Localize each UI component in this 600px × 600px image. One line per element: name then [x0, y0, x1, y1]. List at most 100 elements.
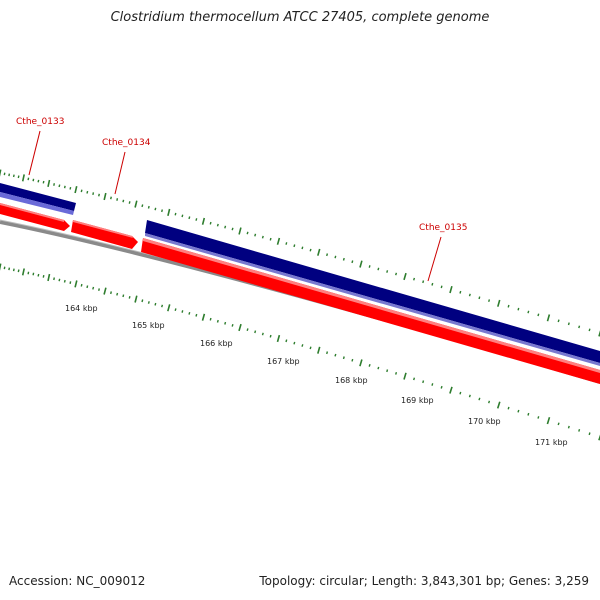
- major-tick-mark: [546, 417, 551, 425]
- major-tick-mark: [167, 208, 171, 216]
- major-tick-mark: [0, 263, 2, 271]
- minor-tick-mark: [216, 319, 219, 323]
- gene-callout-cthe-0134: [114, 151, 126, 195]
- major-tick-mark: [598, 330, 600, 337]
- minor-tick-mark: [181, 214, 184, 218]
- minor-tick-mark: [58, 278, 61, 282]
- minor-tick-mark: [557, 319, 560, 323]
- minor-tick-mark: [269, 237, 272, 241]
- minor-tick-mark: [386, 369, 389, 373]
- minor-tick-mark: [246, 231, 249, 235]
- minor-tick-mark: [8, 267, 11, 271]
- minor-tick-mark: [12, 268, 15, 272]
- major-tick-mark: [276, 334, 281, 343]
- minor-tick-mark: [301, 344, 304, 347]
- minor-tick-mark: [195, 218, 198, 221]
- gene-cthe-0135[interactable]: [145, 220, 600, 366]
- minor-tick-mark: [537, 313, 540, 317]
- minor-tick-mark: [141, 204, 144, 208]
- major-tick-mark: [0, 169, 2, 177]
- major-tick-mark: [317, 346, 321, 354]
- minor-tick-mark: [53, 277, 55, 281]
- minor-tick-mark: [86, 285, 89, 289]
- minor-tick-mark: [231, 227, 234, 231]
- minor-tick-mark: [334, 353, 337, 357]
- minor-tick-mark: [326, 351, 329, 355]
- minor-tick-mark: [86, 190, 89, 194]
- minor-tick-mark: [116, 292, 119, 296]
- minor-tick-mark: [578, 325, 581, 329]
- minor-tick-mark: [517, 409, 520, 413]
- minor-tick-mark: [459, 290, 462, 294]
- minor-tick-mark: [128, 296, 131, 299]
- minor-tick-mark: [507, 406, 510, 410]
- minor-tick-mark: [209, 221, 212, 225]
- gene-cthe-0133-reverse[interactable]: [0, 203, 70, 231]
- major-tick-mark: [403, 372, 407, 380]
- gene-cthe-0135-reverse[interactable]: [141, 238, 600, 384]
- major-tick-mark: [103, 192, 107, 201]
- major-tick-mark: [238, 323, 242, 332]
- tick-label-169kbp: 169 kbp: [401, 396, 434, 405]
- minor-tick-mark: [431, 383, 434, 386]
- minor-tick-mark: [254, 330, 257, 334]
- inner-tick-ring: [0, 263, 600, 441]
- gene-label-cthe-0134[interactable]: Cthe_0134: [102, 138, 151, 148]
- major-tick-mark: [497, 299, 501, 307]
- minor-tick-mark: [147, 205, 150, 209]
- minor-tick-mark: [58, 184, 61, 188]
- minor-tick-mark: [8, 173, 11, 177]
- minor-tick-mark: [459, 391, 462, 395]
- major-tick-mark: [134, 200, 138, 208]
- major-tick-mark: [134, 295, 138, 303]
- minor-tick-mark: [254, 233, 257, 237]
- map-title: Clostridium thermocellum ATCC 27405, com…: [110, 10, 490, 25]
- minor-tick-mark: [285, 242, 288, 245]
- minor-tick-mark: [3, 266, 6, 270]
- minor-tick-mark: [578, 429, 581, 432]
- minor-tick-mark: [17, 269, 20, 273]
- minor-tick-mark: [69, 186, 72, 190]
- gene-cthe-0134[interactable]: [71, 220, 138, 249]
- minor-tick-mark: [334, 255, 337, 259]
- minor-tick-mark: [377, 366, 380, 370]
- minor-tick-mark: [395, 372, 398, 375]
- minor-tick-mark: [195, 313, 198, 317]
- minor-tick-mark: [110, 291, 112, 295]
- genome-summary-text: Topology: circular; Length: 3,843,301 bp…: [259, 574, 589, 588]
- major-tick-mark: [167, 304, 171, 312]
- gene-label-cthe-0133[interactable]: Cthe_0133: [16, 117, 64, 127]
- gene-label-cthe-0135[interactable]: Cthe_0135: [419, 223, 467, 233]
- major-tick-mark: [74, 280, 78, 288]
- outer-tick-ring: [0, 169, 600, 337]
- minor-tick-mark: [422, 280, 425, 284]
- major-tick-mark: [403, 272, 407, 281]
- minor-tick-mark: [3, 172, 6, 176]
- minor-tick-mark: [42, 180, 45, 184]
- minor-tick-mark: [128, 201, 131, 204]
- gene-callout-cthe-0135: [427, 236, 442, 282]
- minor-tick-mark: [351, 358, 354, 362]
- tick-label-167kbp: 167 kbp: [267, 357, 300, 366]
- minor-tick-mark: [147, 301, 150, 304]
- minor-tick-mark: [161, 304, 164, 308]
- minor-tick-mark: [216, 223, 219, 227]
- minor-tick-mark: [231, 324, 234, 327]
- tick-label-171kbp: 171 kbp: [535, 438, 568, 447]
- minor-tick-mark: [224, 321, 227, 325]
- major-tick-mark: [496, 401, 501, 409]
- gene-cthe-0133-forward[interactable]: [0, 183, 76, 215]
- minor-tick-mark: [69, 281, 72, 284]
- minor-tick-mark: [413, 377, 416, 381]
- minor-tick-mark: [17, 175, 20, 179]
- minor-tick-mark: [27, 271, 30, 275]
- minor-tick-mark: [368, 363, 371, 367]
- minor-tick-mark: [468, 293, 471, 297]
- minor-tick-mark: [63, 279, 66, 283]
- tick-label-170kbp: 170 kbp: [468, 417, 501, 426]
- major-tick-mark: [103, 287, 107, 295]
- minor-tick-mark: [269, 334, 272, 338]
- minor-tick-mark: [351, 260, 354, 264]
- major-tick-mark: [317, 248, 321, 256]
- minor-tick-mark: [285, 339, 288, 343]
